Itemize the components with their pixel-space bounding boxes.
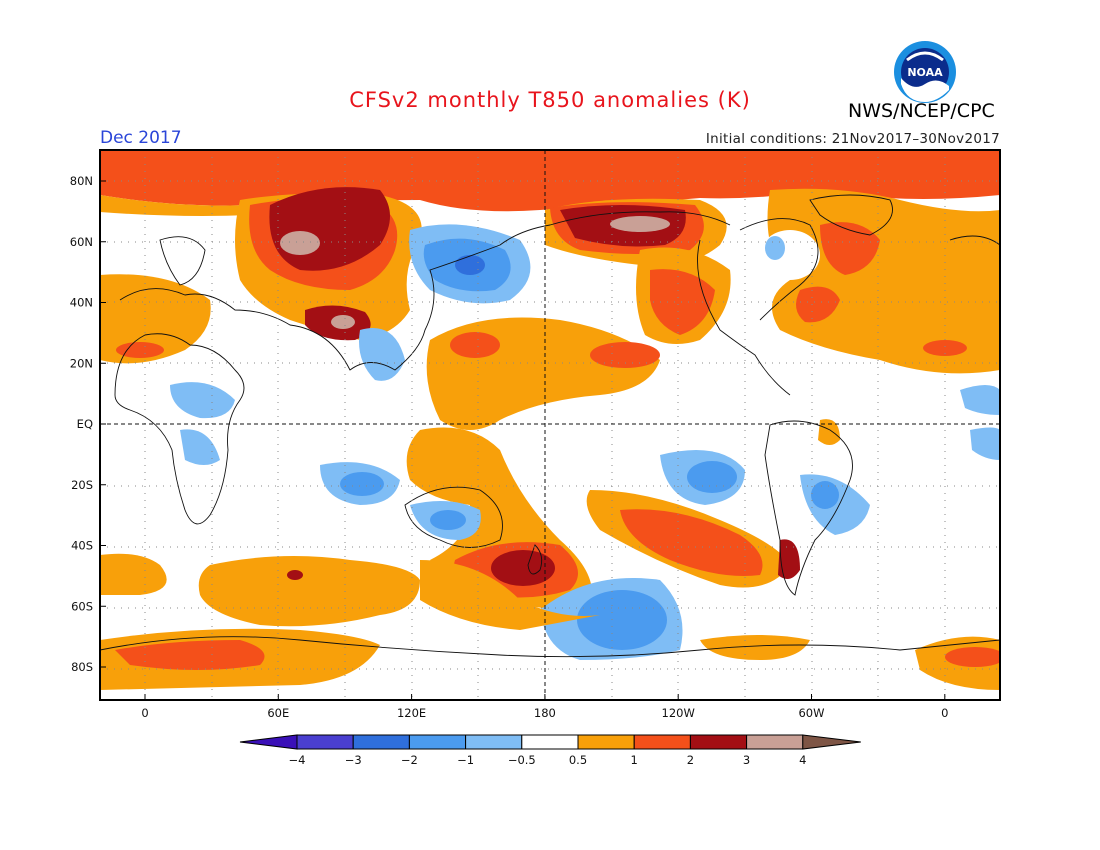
colorbar-swatch bbox=[296, 734, 354, 750]
lat-label: 80N bbox=[70, 174, 93, 188]
chart-title: CFSv2 monthly T850 anomalies (K) bbox=[349, 88, 751, 112]
initial-conditions-label: Initial conditions: 21Nov2017–30Nov2017 bbox=[705, 131, 1000, 147]
lon-label: 0 bbox=[141, 706, 148, 720]
colorbar-label: −1 bbox=[457, 753, 474, 767]
lat-label: 20N bbox=[70, 356, 93, 370]
colorbar-label: 4 bbox=[799, 753, 806, 767]
reference-lines bbox=[100, 150, 1000, 700]
colorbar-swatch bbox=[577, 734, 635, 750]
colorbar-low-arrow bbox=[239, 734, 298, 750]
graticule bbox=[100, 150, 1000, 700]
colorbar-label: −2 bbox=[401, 753, 418, 767]
colorbar-label: −0.5 bbox=[508, 753, 536, 767]
colorbar-swatch bbox=[633, 734, 691, 750]
colorbar-labels: −4 −3 −2 −1 −0.5 0.5 1 2 3 4 bbox=[289, 753, 807, 767]
lat-label: 20S bbox=[71, 478, 93, 492]
colorbar-swatch bbox=[521, 734, 579, 750]
lon-label: 60W bbox=[798, 706, 824, 720]
colorbar-high-arrow bbox=[802, 734, 861, 750]
colorbar-swatch bbox=[746, 734, 804, 750]
lon-label: 60E bbox=[267, 706, 289, 720]
colorbar-label: 3 bbox=[743, 753, 750, 767]
colorbar-label: −4 bbox=[289, 753, 306, 767]
agency-label: NWS/NCEP/CPC bbox=[848, 100, 995, 122]
latitude-labels: 80N 60N 40N 20N EQ 20S 40S 60S 80S bbox=[70, 174, 106, 674]
colorbar-label: 0.5 bbox=[569, 753, 587, 767]
noaa-logo-icon: NOAA bbox=[894, 41, 956, 103]
lon-label: 120W bbox=[662, 706, 695, 720]
colorbar bbox=[239, 734, 861, 750]
svg-text:NOAA: NOAA bbox=[907, 66, 943, 79]
colorbar-label: 1 bbox=[631, 753, 638, 767]
longitude-labels: 0 60E 120E 180 120W 60W 0 bbox=[141, 694, 948, 720]
lon-label: 120E bbox=[397, 706, 426, 720]
anomaly-fields bbox=[100, 150, 1000, 700]
lat-label: 40N bbox=[70, 296, 93, 310]
colorbar-label: −3 bbox=[345, 753, 362, 767]
lat-label: EQ bbox=[77, 417, 93, 431]
lat-label: 40S bbox=[71, 539, 93, 553]
lat-label: 60N bbox=[70, 235, 93, 249]
colorbar-swatch bbox=[408, 734, 467, 750]
colorbar-swatch bbox=[352, 734, 410, 750]
lat-label: 80S bbox=[71, 660, 93, 674]
coastlines bbox=[100, 194, 1000, 658]
colorbar-swatch bbox=[465, 734, 523, 750]
lon-label: 180 bbox=[534, 706, 556, 720]
lat-label: 60S bbox=[71, 599, 93, 613]
colorbar-swatch bbox=[689, 734, 748, 750]
colorbar-label: 2 bbox=[687, 753, 694, 767]
plot-frame bbox=[99, 149, 1001, 701]
valid-month-label: Dec 2017 bbox=[100, 128, 182, 148]
lon-label: 0 bbox=[941, 706, 948, 720]
